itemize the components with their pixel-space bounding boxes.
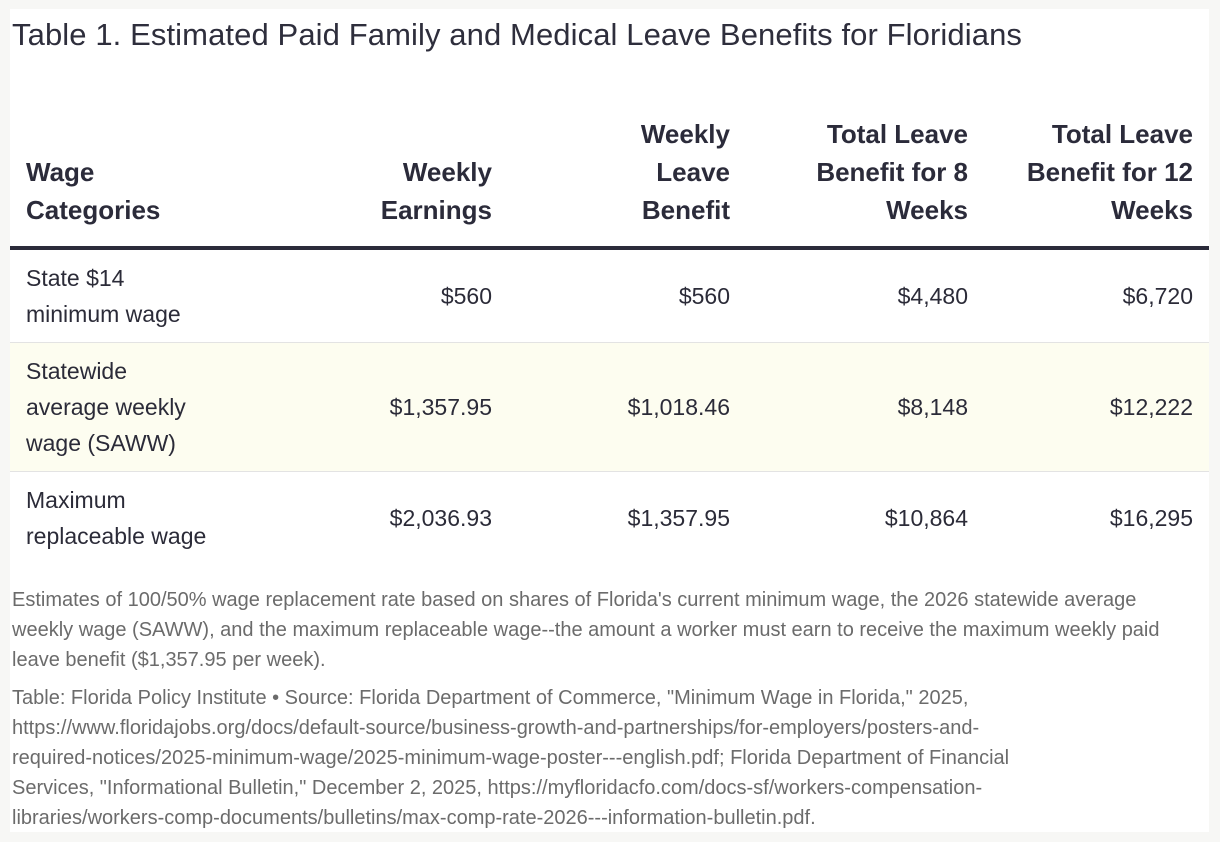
cell-weekly-leave-benefit: $560 [508,248,746,343]
column-header-weekly-leave-benefit: Weekly Leave Benefit [508,109,746,250]
cell-total-8-weeks: $8,148 [746,342,984,472]
source-line: required-notices/2025-minimum-wage/2025-… [12,747,1010,769]
column-header-total-12-weeks: Total Leave Benefit for 12 Weeks [984,109,1209,250]
column-header-total-8-weeks: Total Leave Benefit for 8 Weeks [746,109,984,250]
source-line: libraries/workers-comp-documents/bulleti… [12,807,816,829]
cell-weekly-leave-benefit: $1,018.46 [508,342,746,472]
source-line: Table: Florida Policy Institute • Source… [12,687,969,709]
header-row: Wage Categories Weekly Earnings Weekly L… [10,109,1209,250]
source-line: https://www.floridajobs.org/docs/default… [12,717,980,739]
cell-weekly-earnings: $2,036.93 [389,505,492,531]
cell-total-12-weeks: $6,720 [984,248,1209,343]
column-header-wage-categories: Wage Categories [10,109,272,250]
table-card: Table 1. Estimated Paid Family and Medic… [10,9,1209,832]
row-label: Maximum replaceable wage [26,487,207,549]
table-title: Table 1. Estimated Paid Family and Medic… [12,17,1023,52]
cell-weekly-earnings: $560 [272,248,508,343]
row-label: State $14 minimum wage [10,248,272,343]
source-line: Services, "Informational Bulletin," Dece… [12,777,983,799]
benefits-table: Wage Categories Weekly Earnings Weekly L… [10,109,1209,564]
row-label: Statewide average weekly wage (SAWW) [10,342,272,472]
table-row: State $14 minimum wage $560 $560 $4,480 … [10,248,1209,343]
table-row: Statewide average weekly wage (SAWW) $1,… [10,342,1209,472]
cell-total-8-weeks: $4,480 [746,248,984,343]
column-header-weekly-earnings: Weekly Earnings [272,109,508,250]
cell-weekly-leave-benefit: $1,357.95 [627,505,730,531]
cell-weekly-earnings: $1,357.95 [272,342,508,472]
cell-total-8-weeks: $10,864 [884,505,968,531]
cell-total-12-weeks: $12,222 [984,342,1209,472]
source-note: Table: Florida Policy Institute • Source… [12,683,1202,833]
table-row: Maximum replaceable wage $2,036.93 $1,35… [10,472,1209,565]
cell-total-12-weeks: $16,295 [1109,505,1193,531]
table-footnote: Estimates of 100/50% wage replacement ra… [12,589,1160,671]
